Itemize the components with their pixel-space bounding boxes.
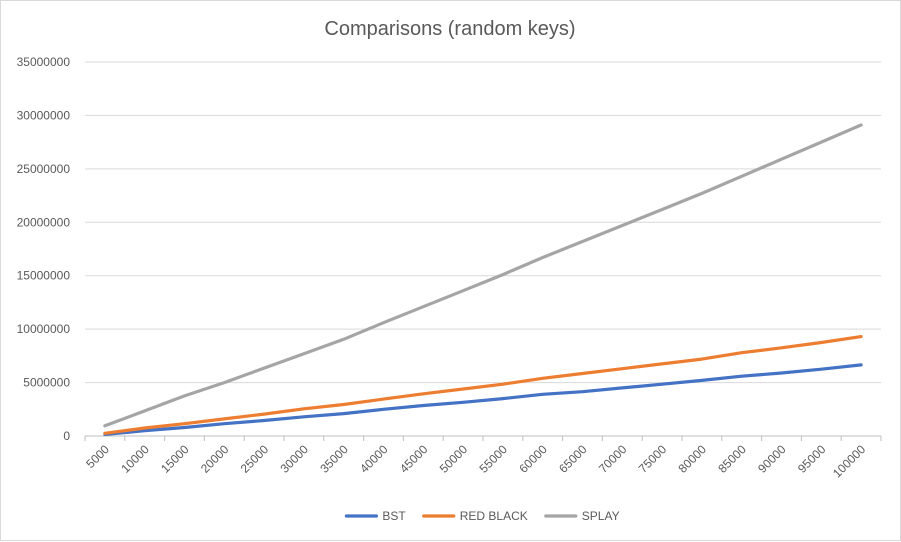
series-line-red-black (103, 335, 863, 435)
x-tick-label: 25000 (238, 442, 272, 476)
x-tick-label: 75000 (636, 442, 670, 476)
x-tick-label: 60000 (516, 442, 550, 476)
y-tick-label: 10000000 (17, 322, 71, 336)
x-tick-label: 85000 (715, 442, 749, 476)
y-tick-label: 5000000 (23, 376, 70, 390)
axes: 0 5000000 10000000 15000000 20000000 25000000… (17, 55, 882, 480)
series-line-bst (103, 363, 863, 436)
x-tick-label: 10000 (118, 442, 152, 476)
x-tick-label: 15000 (158, 442, 192, 476)
y-tick-label: 30000000 (17, 108, 71, 122)
x-tick-label: 20000 (198, 442, 232, 476)
y-tick-label: 20000000 (17, 215, 71, 229)
x-tick-label: 65000 (556, 442, 590, 476)
x-tick-label: 50000 (437, 442, 471, 476)
y-tick-label: 0 (63, 429, 70, 443)
y-tick-label: 15000000 (17, 269, 71, 283)
gridlines (85, 61, 881, 384)
series-line-splay (103, 123, 863, 428)
x-tick-label: 95000 (795, 442, 829, 476)
legend-label-bst: BST (382, 509, 406, 523)
x-tick-label: 90000 (755, 442, 789, 476)
y-tick-label: 35000000 (17, 55, 71, 69)
legend-label-splay: SPLAY (582, 509, 620, 523)
x-tick-label: 40000 (357, 442, 391, 476)
x-tick-label: 55000 (477, 442, 511, 476)
legend: BST RED BLACK SPLAY (344, 509, 620, 523)
x-tick-label: 35000 (317, 442, 351, 476)
x-tick-label: 70000 (596, 442, 630, 476)
x-tick-label: 5000 (83, 442, 112, 471)
x-tick-label: 100000 (830, 442, 868, 480)
legend-label-red-black: RED BLACK (460, 509, 528, 523)
x-tick-label: 45000 (397, 442, 431, 476)
series-lines (103, 123, 863, 436)
chart-title: Comparisons (random keys) (324, 18, 575, 40)
x-tick-label: 80000 (676, 442, 710, 476)
x-tick-label: 30000 (278, 442, 312, 476)
y-tick-label: 25000000 (17, 162, 71, 176)
